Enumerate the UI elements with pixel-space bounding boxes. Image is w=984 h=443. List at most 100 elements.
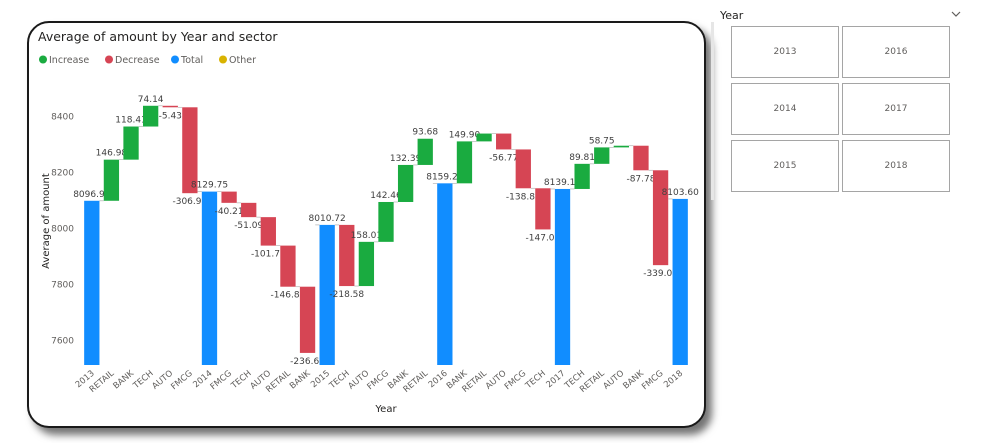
waterfall-bar-tech bbox=[535, 188, 551, 230]
data-label: 132.39 bbox=[390, 154, 422, 164]
data-label: -40.21 bbox=[215, 207, 244, 217]
waterfall-bar-retail bbox=[103, 159, 120, 201]
x-tick-label: TECH bbox=[229, 369, 254, 392]
waterfall-bar-auto bbox=[162, 105, 178, 108]
waterfall-bar-2018 bbox=[672, 198, 688, 365]
x-tick-label: FMCG bbox=[209, 369, 234, 393]
slicer-option-2018[interactable]: 2018 bbox=[842, 140, 950, 192]
legend-label-increase: Increase bbox=[49, 55, 89, 66]
waterfall-bar-auto bbox=[358, 241, 375, 287]
data-label: -51.09 bbox=[234, 221, 263, 231]
data-label: -138.82 bbox=[506, 192, 541, 202]
slicer-option-2016[interactable]: 2016 bbox=[842, 26, 950, 78]
x-tick-label: FMCG bbox=[503, 369, 528, 393]
data-label: 118.41 bbox=[115, 116, 147, 126]
y-axis-title: Average of amount bbox=[41, 173, 52, 269]
data-label: 8159.28 bbox=[426, 172, 463, 182]
slicer-option-2013[interactable]: 2013 bbox=[731, 26, 839, 78]
waterfall-bar-2013 bbox=[84, 200, 100, 365]
waterfall-bar-bank bbox=[123, 126, 139, 160]
waterfall-bar-2015 bbox=[319, 224, 335, 365]
data-label: 149.90 bbox=[449, 130, 481, 140]
waterfall-bar-tech bbox=[574, 163, 590, 189]
waterfall-bar-fmcg bbox=[378, 201, 394, 242]
chart-title: Average of amount by Year and sector bbox=[38, 29, 278, 44]
x-tick-label: AUTO bbox=[602, 368, 627, 391]
data-label: 142.46 bbox=[370, 191, 402, 201]
chart-card bbox=[27, 21, 706, 428]
x-tick-label: BANK bbox=[111, 368, 136, 391]
data-label: 158.01 bbox=[351, 231, 383, 241]
legend-marker-other bbox=[219, 55, 227, 64]
waterfall-bar-auto bbox=[260, 217, 276, 246]
data-label: 8129.75 bbox=[191, 181, 228, 191]
x-tick-label: 2015 bbox=[309, 369, 332, 391]
data-label: -339.06 bbox=[643, 269, 678, 279]
legend-marker-increase bbox=[39, 55, 47, 64]
data-label: -146.88 bbox=[271, 291, 306, 301]
waterfall-bar-bank bbox=[397, 164, 414, 202]
waterfall-bar-fmcg bbox=[515, 149, 531, 189]
data-label: 93.68 bbox=[412, 128, 438, 138]
x-tick-label: TECH bbox=[131, 369, 156, 392]
waterfall-bar-bank bbox=[299, 286, 316, 353]
x-tick-label: FMCG bbox=[640, 369, 665, 393]
waterfall-bar-tech bbox=[339, 224, 355, 287]
data-label: -101.73 bbox=[251, 250, 286, 260]
x-tick-label: BANK bbox=[288, 368, 313, 391]
chevron-down-icon[interactable] bbox=[951, 9, 961, 19]
data-label: -218.58 bbox=[329, 290, 364, 300]
data-label: -5.43 bbox=[159, 111, 182, 121]
waterfall-bar-retail bbox=[594, 147, 610, 164]
data-label: -56.77 bbox=[489, 153, 518, 163]
data-label: -306.96 bbox=[172, 197, 207, 207]
x-tick-label: 2017 bbox=[544, 369, 567, 391]
x-tick-label: 2018 bbox=[662, 369, 685, 391]
waterfall-bar-tech bbox=[142, 105, 159, 127]
waterfall-bar-auto bbox=[613, 145, 630, 148]
legend-label-other: Other bbox=[229, 55, 256, 66]
data-label: 89.81 bbox=[569, 153, 595, 163]
slicer-title: Year bbox=[720, 9, 744, 22]
waterfall-bar-2016 bbox=[437, 183, 453, 365]
waterfall-bar-retail bbox=[280, 245, 296, 287]
legend-label-decrease: Decrease bbox=[115, 55, 160, 66]
data-label: 74.14 bbox=[138, 95, 164, 105]
data-label: -147.07 bbox=[526, 233, 561, 243]
x-tick-label: TECH bbox=[327, 369, 352, 392]
x-tick-label: TECH bbox=[523, 369, 548, 392]
waterfall-bar-bank bbox=[633, 145, 649, 171]
legend-label-total: Total bbox=[180, 55, 203, 66]
slicer-option-2014[interactable]: 2014 bbox=[731, 83, 839, 135]
data-label: -87.78 bbox=[626, 174, 655, 184]
data-label: 8010.72 bbox=[309, 214, 346, 224]
y-tick-label: 8200 bbox=[51, 168, 74, 178]
x-axis-title: Year bbox=[374, 404, 397, 415]
data-label: 8103.60 bbox=[662, 188, 699, 198]
y-tick-label: 7600 bbox=[51, 336, 74, 346]
slicer-option-2015[interactable]: 2015 bbox=[731, 140, 839, 192]
legend-marker-decrease bbox=[105, 55, 113, 64]
x-tick-label: FMCG bbox=[169, 369, 194, 393]
waterfall-bar-2014 bbox=[201, 191, 218, 365]
slicer-option-2017[interactable]: 2017 bbox=[842, 83, 950, 135]
waterfall-bar-tech bbox=[241, 202, 257, 218]
waterfall-bar-2017 bbox=[554, 188, 571, 365]
data-label: 58.75 bbox=[589, 136, 615, 146]
data-label: 146.98 bbox=[96, 149, 128, 159]
waterfall-bar-retail bbox=[476, 133, 492, 142]
waterfall-bar-fmcg bbox=[182, 107, 198, 194]
data-label: 8096.92 bbox=[73, 190, 110, 200]
waterfall-bar-auto bbox=[496, 133, 512, 150]
y-tick-label: 8000 bbox=[51, 224, 74, 234]
waterfall-bar-fmcg bbox=[221, 191, 237, 203]
waterfall-bar-retail bbox=[417, 138, 433, 165]
slicer-divider bbox=[711, 22, 714, 200]
data-label: 8139.15 bbox=[544, 178, 581, 188]
y-tick-label: 8400 bbox=[51, 112, 74, 122]
waterfall-bar-fmcg bbox=[652, 170, 669, 266]
y-tick-label: 7800 bbox=[51, 280, 74, 290]
legend-marker-total bbox=[171, 55, 179, 64]
data-label: -236.63 bbox=[290, 357, 325, 367]
